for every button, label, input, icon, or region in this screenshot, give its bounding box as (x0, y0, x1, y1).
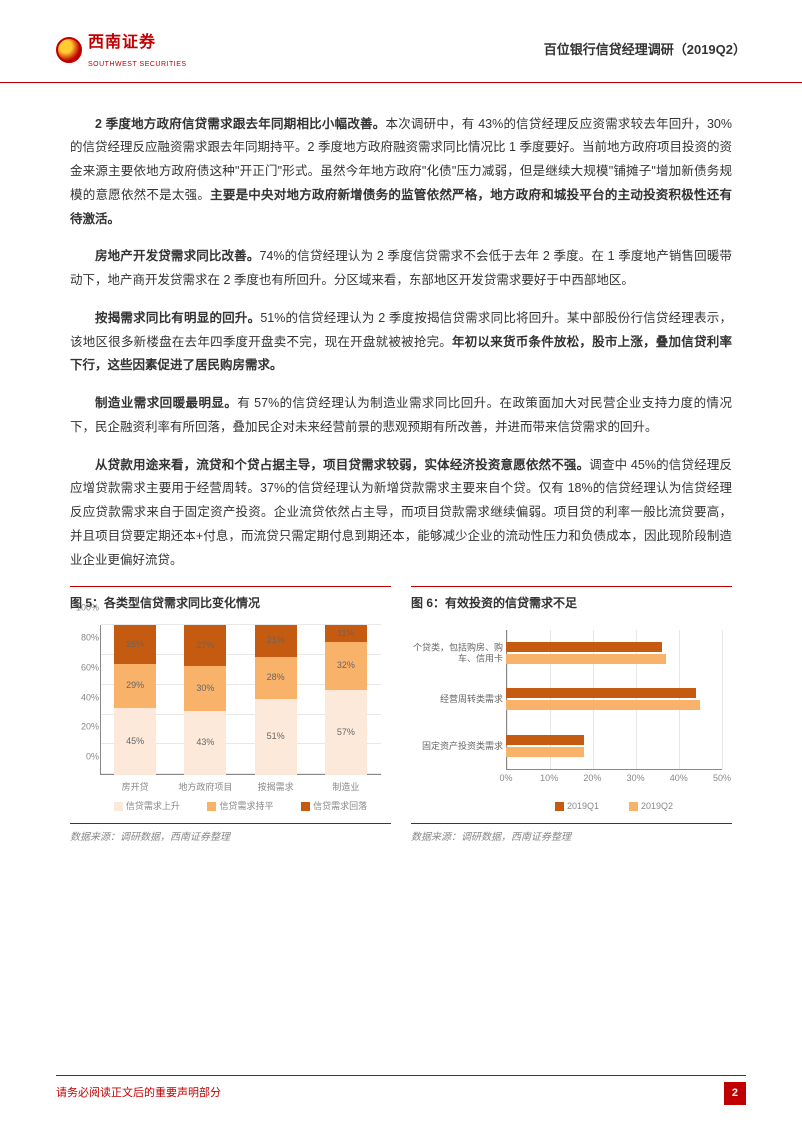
chart5-bar-segment: 45% (114, 708, 156, 776)
chart5-ylabel: 80% (71, 629, 99, 646)
chart5-title: 图 5：各类型信贷需求同比变化情况 (70, 586, 391, 615)
chart5-bar-segment: 21% (255, 625, 297, 657)
chart6-bar (506, 642, 662, 652)
chart5-bars: 45%29%26%房开贷 43%30%27%地方政府项目 51%28%21%按揭需求… (100, 625, 381, 775)
chart5-column: 图 5：各类型信贷需求同比变化情况 0% 20% 40% 60% 80% 100% 45%… (70, 586, 391, 847)
chart6-legend-item: 2019Q1 (555, 798, 599, 815)
chart6-xlabel: 10% (540, 770, 558, 787)
page-footer: 请务必阅读正文后的重要声明部分 2 (56, 1075, 746, 1105)
chart5-bar-segment: 28% (255, 657, 297, 699)
chart6-title: 图 6：有效投资的信贷需求不足 (411, 586, 732, 615)
legend-label: 2019Q2 (641, 798, 673, 815)
chart5-bar-group: 43%30%27%地方政府项目 (184, 625, 226, 775)
chart5-xlabel: 制造业 (332, 779, 359, 796)
chart5-bar-segment: 27% (184, 625, 226, 666)
chart5-xlabel: 房开贷 (122, 779, 149, 796)
chart5-bar-group: 51%28%21%按揭需求 (255, 625, 297, 775)
chart5-bar-segment: 11% (325, 625, 367, 642)
chart5-legend-item: 信贷需求持平 (207, 798, 273, 815)
company-logo: 西南证券 SOUTHWEST SECURITIES (56, 28, 187, 72)
p5-text: 调查中 45%的信贷经理反应增贷款需求主要用于经营周转。37%的信贷经理认为新增… (70, 458, 732, 567)
page-header: 西南证券 SOUTHWEST SECURITIES 百位银行信贷经理调研（201… (0, 0, 802, 83)
chart5-ylabel: 40% (71, 689, 99, 706)
chart5-xlabel: 按揭需求 (258, 779, 294, 796)
chart5-bar-segment: 57% (325, 690, 367, 776)
chart6-bar (506, 735, 584, 745)
chart5-legend-item: 信贷需求回落 (301, 798, 367, 815)
p2-bold: 房地产开发贷需求同比改善。 (95, 249, 259, 263)
chart5-bar-segment: 32% (325, 642, 367, 690)
main-content: 2 季度地方政府信贷需求跟去年同期相比小幅改善。本次调研中，有 43%的信贷经理… (0, 83, 802, 858)
chart5-bar-group: 57%32%11%制造业 (325, 625, 367, 775)
chart6-legend: 2019Q1 2019Q2 (506, 798, 722, 815)
chart6-xlabel: 50% (713, 770, 731, 787)
chart6-canvas: 0% 10% 20% 30% 40% 50% 个贷类，包括购房、购车、信用卡经营周转类需求固… (411, 625, 732, 815)
paragraph-4: 制造业需求回暖最明显。有 57%的信贷经理认为制造业需求同比回升。在政策面加大对… (70, 392, 732, 440)
chart5-bar-segment: 51% (255, 699, 297, 776)
chart5-bar-group: 45%29%26%房开贷 (114, 625, 156, 775)
paragraph-3: 按揭需求同比有明显的回升。51%的信贷经理认为 2 季度按揭信贷需求同比将回升。… (70, 307, 732, 378)
page-number: 2 (724, 1082, 746, 1105)
legend-swatch (114, 802, 123, 811)
paragraph-1: 2 季度地方政府信贷需求跟去年同期相比小幅改善。本次调研中，有 43%的信贷经理… (70, 113, 732, 232)
chart6-category-label: 固定资产投资类需求 (411, 741, 503, 753)
chart5-ylabel: 0% (71, 749, 99, 766)
legend-swatch (207, 802, 216, 811)
legend-label: 信贷需求持平 (219, 798, 273, 815)
chart6-category-label: 经营周转类需求 (411, 694, 503, 706)
chart5-bar-segment: 26% (114, 625, 156, 664)
chart5-bar-segment: 29% (114, 664, 156, 708)
paragraph-2: 房地产开发贷需求同比改善。74%的信贷经理认为 2 季度信贷需求不会低于去年 2… (70, 245, 732, 293)
p3-bold: 按揭需求同比有明显的回升。 (95, 311, 260, 325)
chart5-ylabel: 100% (71, 600, 99, 617)
chart6-bar (506, 747, 584, 757)
legend-label: 2019Q1 (567, 798, 599, 815)
chart5-bar-segment: 43% (184, 711, 226, 776)
chart5-ylabel: 20% (71, 719, 99, 736)
p5-bold: 从贷款用途来看，流贷和个贷占据主导，项目贷需求较弱，实体经济投资意愿依然不强。 (95, 458, 589, 472)
chart5-bar-segment: 30% (184, 666, 226, 711)
legend-swatch (555, 802, 564, 811)
p1-bold: 2 季度地方政府信贷需求跟去年同期相比小幅改善。 (95, 117, 385, 131)
chart6-xlabel: 40% (670, 770, 688, 787)
chart5-ylabel: 60% (71, 659, 99, 676)
legend-label: 信贷需求回落 (313, 798, 367, 815)
chart5-xlabel: 地方政府项目 (178, 779, 232, 796)
chart6-column: 图 6：有效投资的信贷需求不足 0% 10% 20% 30% 40% 50% 个贷类，包括购… (411, 586, 732, 847)
chart6-xlabel: 20% (583, 770, 601, 787)
chart6-bar (506, 654, 666, 664)
document-title: 百位银行信贷经理调研（2019Q2） (544, 38, 746, 63)
p4-bold: 制造业需求回暖最明显。 (95, 396, 237, 410)
chart5-legend: 信贷需求上升 信贷需求持平 信贷需求回落 (100, 798, 381, 815)
chart5-legend-item: 信贷需求上升 (114, 798, 180, 815)
chart6-legend-item: 2019Q2 (629, 798, 673, 815)
chart5-canvas: 0%20%40%60%80%100% 45%29%26%房开贷43%30%27%… (70, 625, 391, 815)
footer-note: 请务必阅读正文后的重要声明部分 (56, 1083, 221, 1104)
paragraph-5: 从贷款用途来看，流贷和个贷占据主导，项目贷需求较弱，实体经济投资意愿依然不强。调… (70, 454, 732, 573)
chart6-source: 数据来源：调研数据，西南证券整理 (411, 823, 732, 847)
legend-swatch (629, 802, 638, 811)
logo-en: SOUTHWEST SECURITIES (88, 58, 187, 71)
chart6-xlabel: 0% (499, 770, 512, 787)
chart5-source: 数据来源：调研数据，西南证券整理 (70, 823, 391, 847)
charts-row: 图 5：各类型信贷需求同比变化情况 0% 20% 40% 60% 80% 100% 45%… (70, 586, 732, 847)
legend-label: 信贷需求上升 (126, 798, 180, 815)
chart6-category-label: 个贷类，包括购房、购车、信用卡 (411, 642, 503, 665)
chart6-bar (506, 688, 696, 698)
logo-text-block: 西南证券 SOUTHWEST SECURITIES (88, 28, 187, 72)
legend-swatch (301, 802, 310, 811)
chart6-xlabel: 30% (627, 770, 645, 787)
logo-icon (56, 37, 82, 63)
logo-cn: 西南证券 (88, 28, 187, 58)
chart6-bar (506, 700, 700, 710)
